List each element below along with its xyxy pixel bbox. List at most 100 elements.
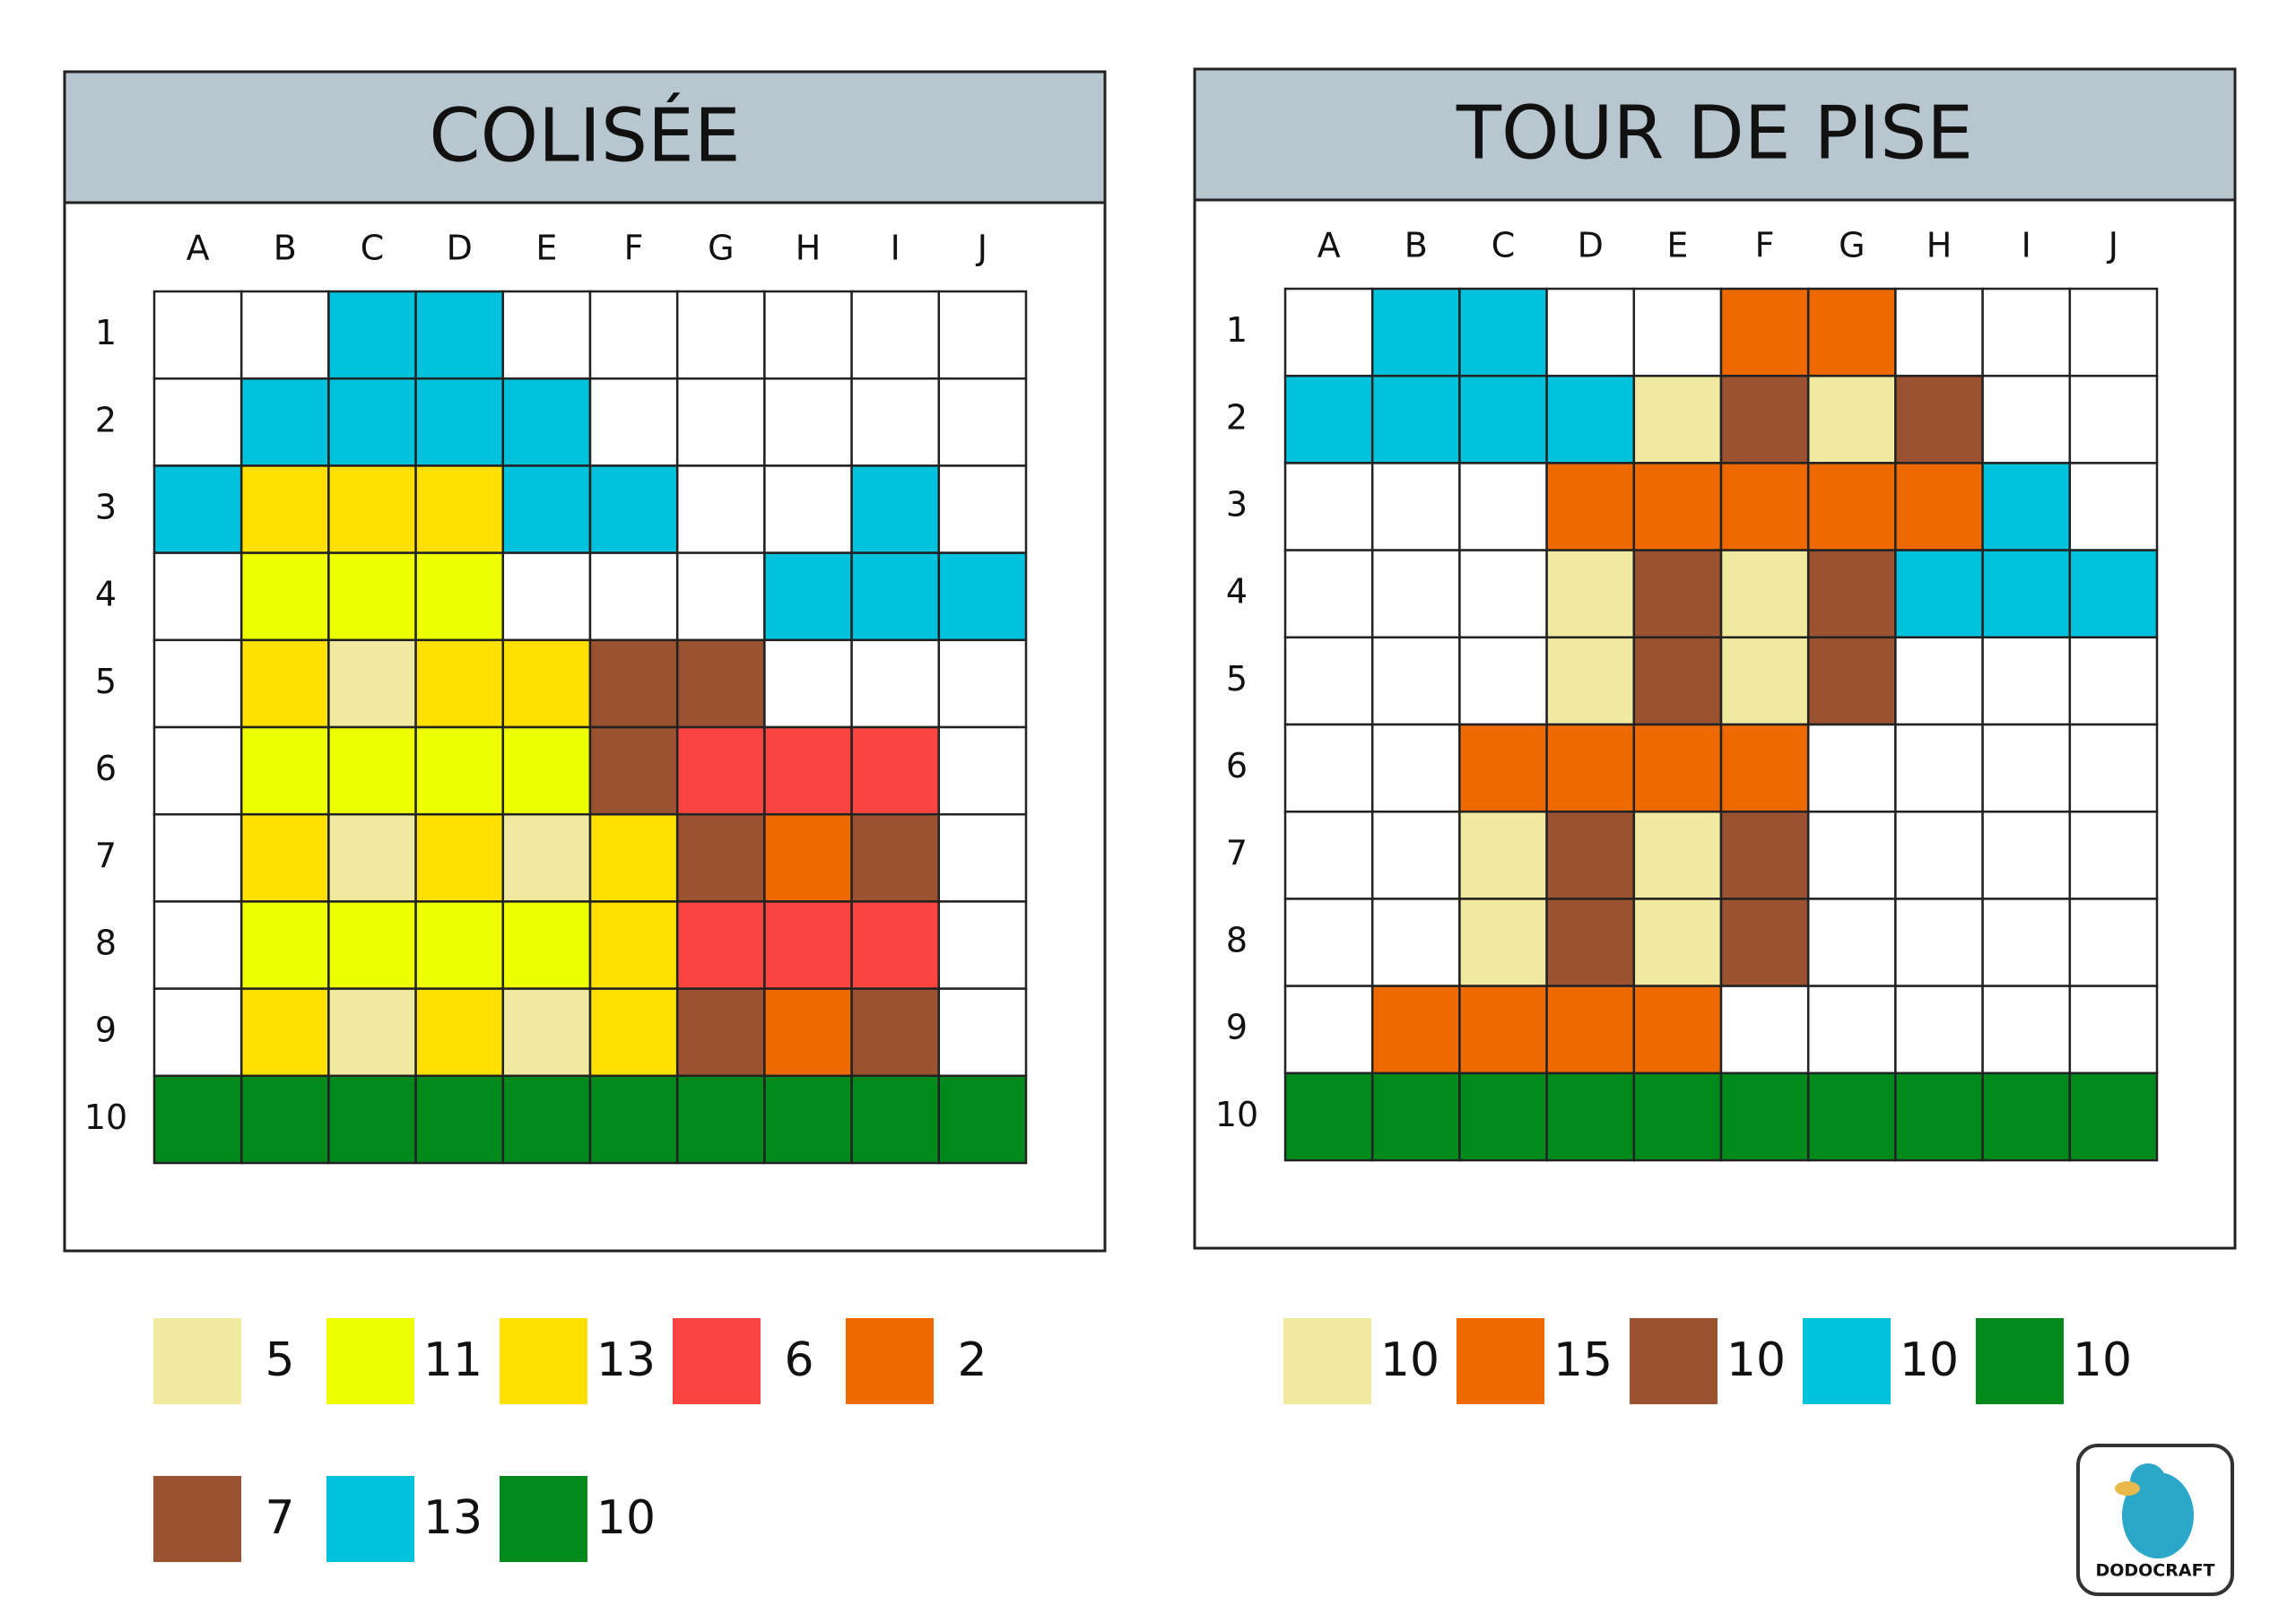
column-label: H [796,229,822,268]
row-label: 4 [95,575,117,614]
grid-cell [1370,985,1461,1075]
grid-cell [1981,287,2072,378]
grid-cell [501,377,592,467]
grid-cell [1545,723,1636,813]
grid-cell [588,725,679,816]
grid-cell [675,812,766,903]
legend-count: 5 [265,1333,294,1387]
grid-cell [327,900,417,990]
grid-cell [1806,810,1897,900]
grid-cell [239,900,330,990]
grid-cell [1370,287,1461,378]
grid-cell [1632,723,1723,813]
grid-cell [763,900,853,990]
grid-cell [937,900,1028,990]
grid-cell [327,812,417,903]
grid-cell [675,900,766,990]
grid-cell [1719,1072,1810,1162]
grid-cell [414,638,505,729]
grid-cell [2068,810,2159,900]
grid-cell [937,290,1028,380]
legend-count: 13 [596,1333,656,1387]
grid-cell [1370,810,1461,900]
column-label: C [361,229,385,268]
row-label: 10 [84,1098,127,1137]
row-label: 1 [95,313,117,352]
grid-cell [327,987,417,1078]
logo-beak [2115,1481,2140,1496]
logo-text: DODOCRAFT [2095,1561,2214,1581]
legend-count: 10 [2073,1333,2132,1387]
grid-cell [588,900,679,990]
grid-cell [414,464,505,554]
grid-cell [501,638,592,729]
grid-cell [1283,723,1374,813]
column-label: C [1492,226,1516,265]
grid-cell [1981,723,2072,813]
panel-header [63,70,1107,204]
grid-cell [1719,723,1810,813]
column-label: J [2107,226,2118,265]
grid-cell [414,377,505,467]
row-label: 7 [95,836,117,875]
grid-cell [1894,549,1984,639]
grid-cell [675,638,766,729]
legend-count: 10 [1726,1333,1786,1387]
grid-cell [1545,287,1636,378]
grid-cell [763,551,853,642]
row-label: 10 [1215,1095,1258,1134]
grid-cell [588,987,679,1078]
grid-cell [588,638,679,729]
legend-count: 10 [1380,1333,1439,1387]
grid-cell [239,638,330,729]
grid-cell [1283,985,1374,1075]
grid-cell [2068,287,2159,378]
grid-cell [414,812,505,903]
grid-cell [501,464,592,554]
grid-cell [239,987,330,1078]
grid-cell [850,1074,941,1165]
grid-cell [1458,374,1548,464]
grid-cell [327,377,417,467]
column-label: J [976,229,987,268]
row-label: 2 [1226,397,1248,437]
grid-cell [1632,1072,1723,1162]
grid-cell [1283,1072,1374,1162]
grid-cell [1894,898,1984,987]
row-label: 8 [1226,921,1248,960]
legend-swatch [153,1318,241,1404]
grid-cell [152,812,243,903]
grid-cell [1981,898,2072,987]
grid-cell [2068,374,2159,464]
grid-cell [1719,549,1810,639]
grid-cell [1719,898,1810,987]
grid-cell [1283,636,1374,726]
grid-cell [501,812,592,903]
grid-cell [1981,374,2072,464]
grid-cell [1545,1072,1636,1162]
grid-cell [1981,462,2072,551]
grid-cell [1806,1072,1897,1162]
column-label: F [624,229,644,268]
legend-swatch [500,1318,587,1404]
grid-cell [1981,810,2072,900]
grid-cell [1458,636,1548,726]
legend-count: 6 [784,1333,813,1387]
grid-cell [152,638,243,729]
grid-cell [152,900,243,990]
legend-swatch [1976,1318,2064,1404]
grid-cell [501,725,592,816]
grid-cell [1894,985,1984,1075]
grid-cell [1370,374,1461,464]
grid-cell [1458,898,1548,987]
grid-cell [1545,374,1636,464]
grid-cell [1806,723,1897,813]
column-label: B [1405,226,1428,265]
legend-swatch [326,1318,414,1404]
grid-cell [152,290,243,380]
grid-cell [1545,810,1636,900]
grid-cell [675,987,766,1078]
grid-cell [1981,636,2072,726]
panel-title: COLISÉE [429,92,740,178]
